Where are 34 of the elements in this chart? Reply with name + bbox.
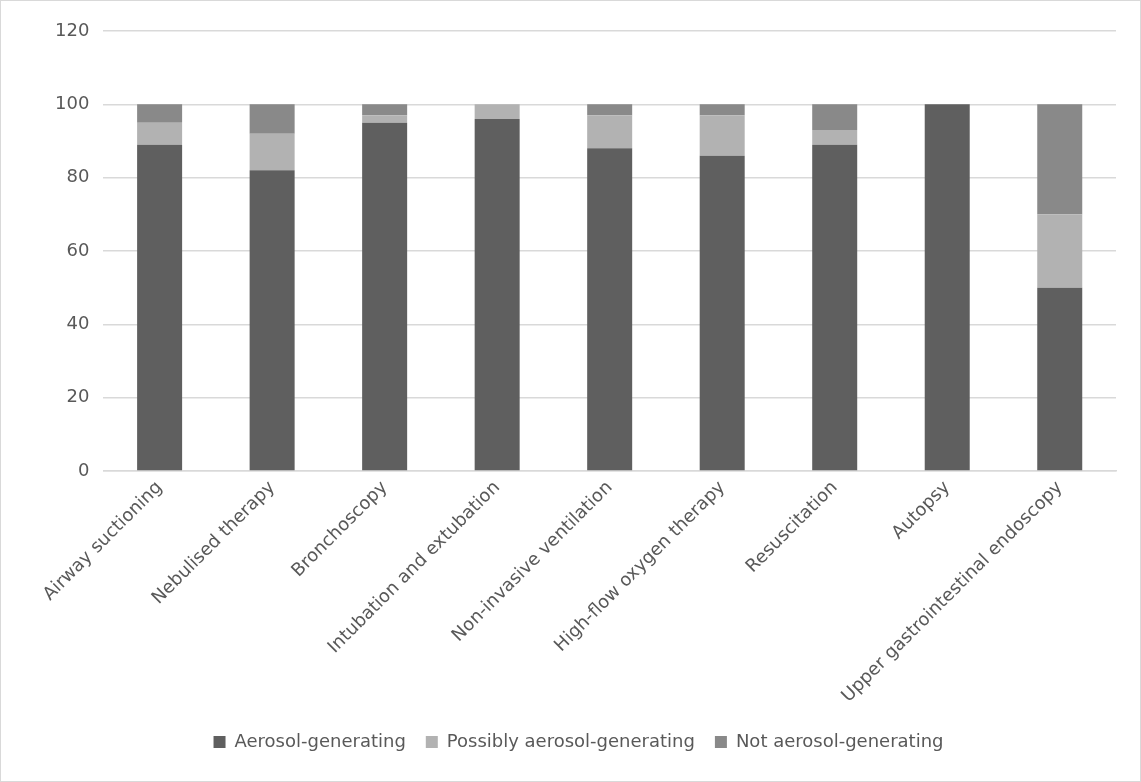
bar bbox=[137, 122, 183, 145]
bar bbox=[812, 144, 858, 471]
bar bbox=[249, 170, 295, 471]
y-tick-label: 20 bbox=[66, 385, 90, 407]
bar bbox=[699, 155, 745, 471]
bar bbox=[812, 104, 858, 131]
bar bbox=[249, 104, 295, 134]
bar bbox=[812, 130, 858, 145]
bar bbox=[1037, 287, 1083, 471]
y-tick-label: 60 bbox=[66, 238, 90, 260]
legend-label: Aerosol-generating bbox=[234, 729, 406, 751]
bar bbox=[924, 104, 970, 471]
bar bbox=[587, 148, 633, 471]
bar bbox=[587, 104, 633, 116]
y-tick-label: 80 bbox=[66, 165, 90, 187]
bar bbox=[137, 144, 183, 471]
bar bbox=[699, 115, 745, 156]
bar bbox=[474, 104, 520, 120]
bar bbox=[362, 122, 408, 471]
bar bbox=[587, 115, 633, 149]
y-tick-label: 0 bbox=[77, 458, 90, 480]
y-tick-label: 100 bbox=[55, 92, 90, 114]
bar bbox=[362, 115, 408, 123]
bar bbox=[699, 104, 745, 116]
bar bbox=[249, 133, 295, 171]
bar bbox=[137, 104, 183, 123]
y-tick-label: 40 bbox=[66, 312, 90, 334]
bar bbox=[1037, 214, 1083, 288]
bar bbox=[362, 104, 408, 116]
y-tick-label: 120 bbox=[55, 18, 90, 40]
legend-label: Possibly aerosol-generating bbox=[446, 729, 695, 751]
bar bbox=[474, 119, 520, 471]
bar bbox=[1037, 104, 1083, 215]
legend-label: Not aerosol-generating bbox=[735, 729, 944, 751]
